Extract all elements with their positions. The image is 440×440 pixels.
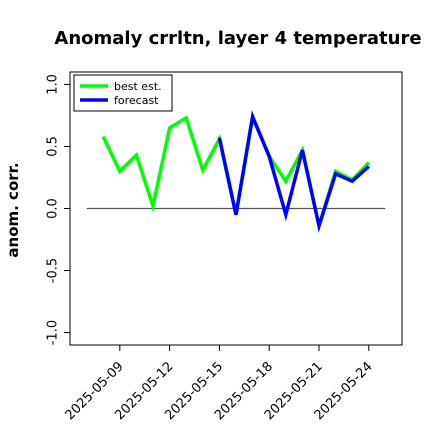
y-tick-label: 1.0 xyxy=(46,74,61,95)
legend-box xyxy=(73,74,173,112)
y-axis-label: anom. corr. xyxy=(4,162,22,257)
y-tick-label: -0.5 xyxy=(46,258,61,283)
legend: best est.forecast xyxy=(73,74,173,112)
y-tick-label: 0.0 xyxy=(46,198,61,219)
legend-label: best est. xyxy=(114,80,162,93)
y-tick-label: -1.0 xyxy=(46,320,61,345)
series-line xyxy=(217,110,370,233)
y-tick-label: 0.5 xyxy=(46,136,61,157)
legend-label: forecast xyxy=(114,94,159,107)
chart-title: Anomaly crrltn, layer 4 temperature xyxy=(54,28,421,49)
